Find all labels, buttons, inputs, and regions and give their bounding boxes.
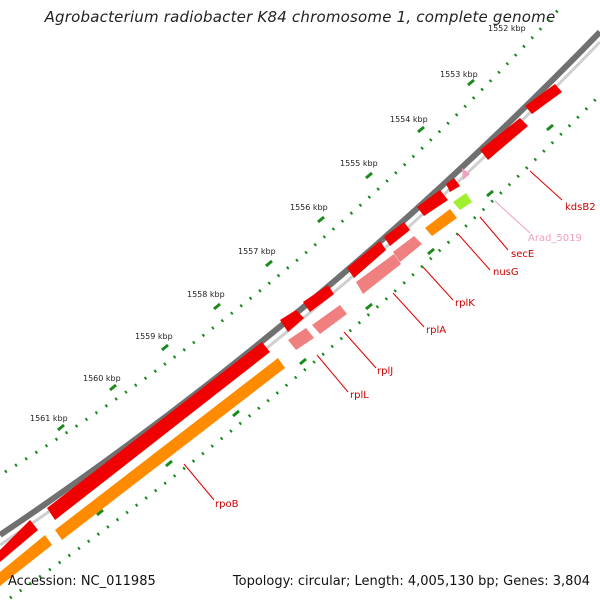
tick-label: 1559 kbp bbox=[135, 332, 173, 341]
gene-arrow-small-1 bbox=[446, 178, 460, 192]
gene-arrow-rplL bbox=[280, 310, 304, 332]
gene-arrow-pink-2 bbox=[356, 254, 401, 294]
tick-label: 1557 kbp bbox=[238, 247, 276, 256]
leader-rplJ bbox=[343, 331, 377, 369]
gene-arrow-orange-bottom-left bbox=[0, 535, 52, 586]
info-line: Topology: circular; Length: 4,005,130 bp… bbox=[232, 574, 590, 589]
inner-tick-ring bbox=[9, 93, 600, 600]
major-ticks bbox=[25, 78, 554, 565]
leader-nusG bbox=[457, 233, 491, 271]
gene-arrow-kdsB2-upper bbox=[525, 84, 562, 114]
gene-arrow-pink-4 bbox=[288, 328, 314, 350]
leader-rpoB bbox=[183, 463, 215, 501]
tick-label: 1560 kbp bbox=[83, 374, 121, 383]
gene-label-rplL[interactable]: rplL bbox=[350, 390, 369, 401]
gene-arrow-lightgreen-secE bbox=[453, 193, 472, 210]
accession-line: Accession: NC_011985 bbox=[8, 574, 156, 589]
leader-rplK bbox=[422, 266, 454, 301]
tick-label: 1553 kbp bbox=[440, 70, 478, 79]
leader-secE bbox=[479, 216, 509, 251]
gene-arrow-upper-2 bbox=[480, 118, 528, 160]
gene-labels: kdsB2 Arad_5019 secE nusG rplK rplA rplJ… bbox=[215, 202, 596, 510]
leader-rplL bbox=[316, 354, 349, 393]
reverse-genes bbox=[0, 168, 472, 586]
tick-label: 1554 kbp bbox=[390, 115, 428, 124]
tick-label: 1558 kbp bbox=[187, 290, 225, 299]
tick-labels: 1552 kbp 1553 kbp 1554 kbp 1555 kbp 1556… bbox=[30, 24, 526, 423]
gene-arrow-bottom-left bbox=[0, 520, 38, 562]
gene-label-rpoB[interactable]: rpoB bbox=[215, 499, 239, 510]
tick-label: 1552 kbp bbox=[488, 24, 526, 33]
gene-arrow-pink-1 bbox=[393, 236, 422, 262]
forward-genes bbox=[0, 84, 562, 562]
gene-label-rplJ[interactable]: rplJ bbox=[377, 366, 393, 377]
gene-label-kdsB2[interactable]: kdsB2 bbox=[565, 202, 596, 213]
leader-kdsB2 bbox=[529, 170, 563, 201]
gene-arrow-orange-rpoB bbox=[55, 358, 285, 540]
gene-arrow-rpoB bbox=[47, 342, 270, 520]
gene-arrow-lightpink-Arad_5019 bbox=[462, 168, 470, 180]
gene-arrow-small-2 bbox=[417, 190, 448, 216]
gene-label-nusG[interactable]: nusG bbox=[493, 267, 519, 278]
gene-arrow-rplK bbox=[384, 222, 410, 246]
tick-label: 1556 kbp bbox=[290, 203, 328, 212]
gene-arrow-rplA bbox=[347, 241, 386, 278]
map-title: Agrobacterium radiobacter K84 chromosome… bbox=[44, 8, 556, 26]
gene-label-rplK[interactable]: rplK bbox=[455, 298, 475, 309]
leader-Arad_5019 bbox=[494, 200, 531, 234]
tick-label: 1561 kbp bbox=[30, 414, 68, 423]
leader-rplA bbox=[392, 292, 425, 328]
tick-label: 1555 kbp bbox=[340, 159, 378, 168]
gene-label-secE[interactable]: secE bbox=[511, 249, 534, 260]
backbone-outer bbox=[0, 29, 600, 538]
gene-label-Arad_5019[interactable]: Arad_5019 bbox=[528, 233, 582, 244]
gene-arrow-pink-3 bbox=[312, 305, 347, 334]
gene-label-rplA[interactable]: rplA bbox=[426, 325, 446, 336]
gene-arrow-orange-nusG bbox=[425, 209, 457, 236]
leader-lines bbox=[183, 170, 563, 501]
gene-arrow-rplJ bbox=[303, 285, 334, 312]
